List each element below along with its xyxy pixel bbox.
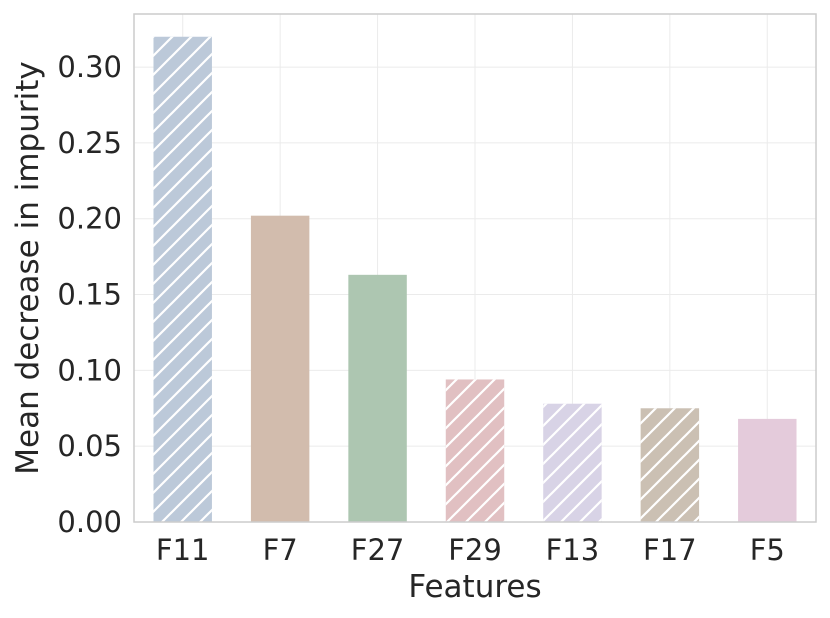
y-tick-label: 0.25 [57,126,122,160]
x-tick-label: F11 [156,533,210,567]
bar-f27 [348,274,407,522]
x-tick-label: F17 [643,533,697,567]
plot-area-frame [133,13,817,523]
y-tick-label: 0.20 [57,202,122,236]
x-tick-label: F13 [546,533,600,567]
x-axis-ticks: F11 F7 F27 F29 F13 F17 F5 [156,533,785,567]
y-tick-label: 0.30 [57,50,122,84]
y-tick-label: 0.00 [57,505,122,539]
x-tick-label: F27 [351,533,405,567]
y-axis-ticks: 0.00 0.05 0.10 0.15 0.20 0.25 0.30 [57,50,122,539]
bars [153,36,797,522]
bar-hatch-f11 [153,36,212,522]
x-tick-label: F5 [750,533,785,567]
y-axis-label: Mean decrease in impurity [10,61,46,474]
bar-hatch-f13 [543,403,602,522]
bar-f5 [738,418,797,522]
x-tick-label: F7 [263,533,298,567]
x-axis-label: Features [408,569,541,605]
y-tick-label: 0.05 [57,429,122,463]
y-tick-label: 0.15 [57,278,122,312]
x-tick-label: F29 [448,533,502,567]
bar-hatch-f29 [445,379,505,522]
y-tick-label: 0.10 [57,353,122,387]
bar-hatch-f17 [640,408,700,522]
bar-f7 [250,215,310,522]
